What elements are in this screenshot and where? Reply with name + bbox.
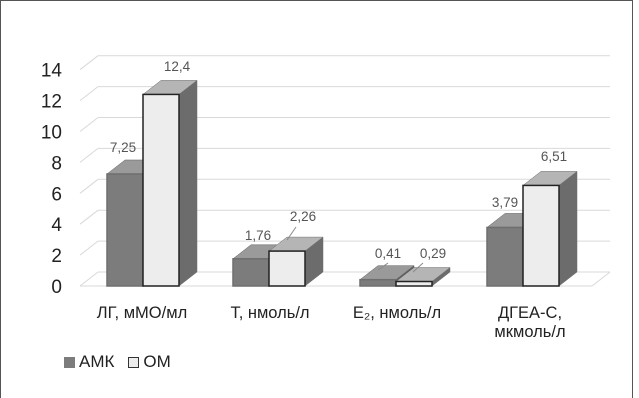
- data-label: 2,26: [290, 209, 316, 224]
- y-tick-label: 8: [51, 153, 62, 174]
- bar: [142, 93, 180, 287]
- y-tick-label: 12: [41, 92, 62, 113]
- category-label: E₂, нмоль/л: [353, 304, 441, 322]
- gridline-side: [79, 209, 99, 225]
- legend-swatch-amk: [64, 356, 75, 368]
- floor-edge-side: [591, 271, 611, 287]
- gridline-side: [79, 117, 99, 132]
- data-label: 6,51: [541, 149, 567, 164]
- category-label: ЛГ, мМО/мл: [97, 304, 187, 322]
- legend-item-amk: АМК: [64, 352, 114, 372]
- bar-side: [558, 170, 578, 287]
- legend-label-om: ОМ: [143, 352, 171, 371]
- y-tick-label: 10: [41, 123, 62, 144]
- data-label: 7,25: [110, 140, 136, 155]
- legend-label-amk: АМК: [79, 352, 115, 371]
- bar: [522, 184, 560, 287]
- y-tick-label: 0: [51, 277, 62, 298]
- label-leader: [377, 262, 389, 271]
- bar: [268, 250, 306, 287]
- bar: [359, 278, 397, 287]
- y-tick-label: 2: [51, 246, 62, 267]
- bar-side: [178, 79, 198, 287]
- legend-swatch-om: [128, 356, 140, 368]
- y-tick-label: 6: [51, 184, 62, 205]
- category-label: ДГЕА-С,: [498, 304, 562, 322]
- data-label: 1,76: [245, 228, 271, 243]
- gridline-side: [79, 178, 99, 194]
- category-label: мкмоль/л: [494, 323, 565, 341]
- data-label: 12,4: [164, 59, 191, 74]
- label-leader: [286, 226, 297, 241]
- bar: [232, 258, 270, 287]
- bar: [106, 173, 144, 287]
- y-tick-label: 14: [41, 61, 63, 82]
- gridline-side: [79, 240, 99, 256]
- bar: [395, 280, 433, 287]
- data-label: 3,79: [492, 195, 518, 210]
- label-leader: [412, 262, 424, 273]
- gridline-side: [79, 148, 99, 163]
- bar: [486, 226, 524, 287]
- gridline-side: [79, 271, 99, 287]
- gridline-side: [79, 86, 99, 101]
- y-tick-label: 4: [51, 215, 62, 236]
- gridline-side: [79, 55, 99, 71]
- legend: АМК ОМ: [64, 352, 171, 372]
- category-label: Т, нмоль/л: [230, 304, 309, 322]
- data-label: 0,29: [420, 246, 446, 261]
- legend-item-om: ОМ: [128, 352, 171, 372]
- data-label: 0,41: [375, 246, 401, 261]
